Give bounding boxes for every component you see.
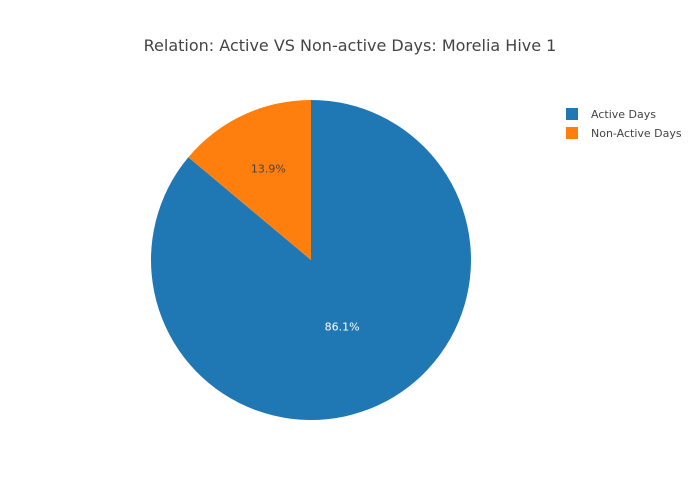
chart-title: Relation: Active VS Non-active Days: Mor… bbox=[144, 36, 557, 55]
legend-swatch bbox=[566, 127, 578, 139]
pie-slice-label-active-days: 86.1% bbox=[325, 321, 360, 334]
pie-slice-label-non-active-days: 13.9% bbox=[251, 163, 286, 176]
pie-slices bbox=[151, 100, 472, 420]
legend-label: Non-Active Days bbox=[591, 127, 682, 140]
legend-label: Active Days bbox=[591, 108, 656, 121]
pie-slice-non-active-days[interactable] bbox=[188, 100, 311, 260]
pie-slice-labels: 86.1% 13.9% bbox=[251, 163, 360, 334]
legend-swatch bbox=[566, 108, 578, 120]
legend-item-non-active-days[interactable]: Non-Active Days bbox=[566, 127, 682, 140]
legend-item-active-days[interactable]: Active Days bbox=[566, 108, 656, 121]
legend: Active Days Non-Active Days bbox=[566, 108, 682, 140]
